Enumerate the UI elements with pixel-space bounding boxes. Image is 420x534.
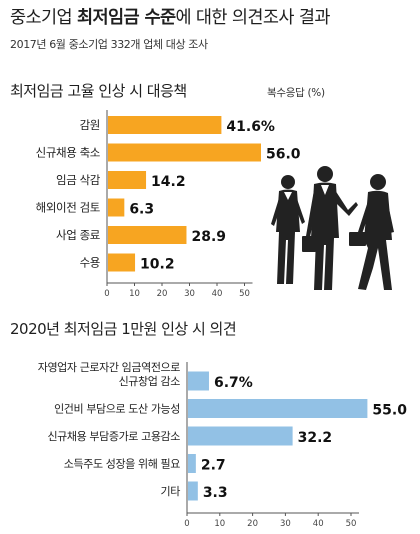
chart2-bar — [188, 399, 368, 418]
chart1-tick-label: 50 — [239, 289, 250, 299]
chart2-value-label: 3.3 — [203, 485, 228, 501]
chart2-bar — [188, 371, 209, 391]
chart1-tick-label: 20 — [157, 289, 168, 299]
chart2-category-label: 인건비 부담으로 도산 가능성 — [54, 403, 180, 416]
chart1-bar — [108, 253, 136, 272]
chart1-category-label: 임금 삭감 — [56, 173, 101, 187]
chart1-category-label: 감원 — [80, 118, 100, 132]
chart2-category-label: 기타 — [161, 485, 181, 498]
chart2-bar — [188, 426, 293, 446]
chart1-tick-label: 40 — [212, 289, 223, 299]
chart1-value-label: 56.0 — [266, 147, 301, 163]
chart1-category-label: 수용 — [80, 256, 100, 270]
chart2-tick-label: 30 — [280, 519, 291, 529]
chart1-category-label: 신규채용 축소 — [36, 146, 100, 160]
chart1-value-label: 41.6% — [226, 119, 275, 135]
chart1-value-label: 10.2 — [140, 257, 175, 273]
chart2-category-label: 신규채용 부담증가로 고용감소 — [47, 430, 180, 443]
chart2-tick-label: 10 — [214, 519, 225, 529]
chart1-bar — [108, 143, 261, 162]
chart1-bar — [108, 226, 187, 244]
chart1-tick-label: 30 — [184, 289, 195, 299]
chart2-tick-label: 0 — [184, 519, 189, 529]
chart2-tick-label: 40 — [313, 519, 324, 529]
chart2-bar — [188, 481, 198, 501]
chart1-bar — [108, 116, 222, 134]
chart1-tick-label: 0 — [104, 289, 109, 299]
chart1-category-label: 해외이전 검토 — [36, 201, 100, 215]
chart2-category-label: 신규창업 감소 — [119, 375, 181, 388]
chart1-title: 최저임금 고율 인상 시 대응책 — [10, 82, 187, 100]
chart2-value-label: 2.7 — [201, 458, 226, 474]
chart2-value-label: 32.2 — [298, 430, 333, 446]
chart2-tick-label: 50 — [346, 519, 357, 529]
chart2-category-label: 소득주도 성장을 위해 필요 — [64, 457, 180, 471]
chart2-value-label: 55.0 — [372, 403, 407, 419]
chart2-tick-label: 20 — [247, 519, 258, 529]
chart1-tick-label: 10 — [129, 289, 140, 299]
chart1-value-label: 14.2 — [151, 174, 186, 190]
chart2-title: 2020년 최저임금 1만원 인상 시 의견 — [10, 320, 237, 338]
page-title: 중소기업 최저임금 수준에 대한 의견조사 결과 — [10, 8, 330, 28]
chart1-value-label: 28.9 — [191, 229, 226, 245]
chart1-bar — [108, 198, 125, 217]
chart1-note: 복수응답 (%) — [267, 87, 325, 99]
chart1-category-label: 사업 종료 — [56, 228, 100, 242]
chart2-value-label: 6.7% — [214, 375, 253, 391]
chart1-bar — [108, 171, 147, 189]
chart2-bar — [188, 454, 196, 473]
survey-subtitle: 2017년 6월 중소기업 332개 업체 대상 조사 — [10, 38, 208, 51]
chart2-category-label: 자영업자 근로자간 임금역전으로 — [38, 361, 181, 374]
chart1-value-label: 6.3 — [129, 202, 154, 218]
